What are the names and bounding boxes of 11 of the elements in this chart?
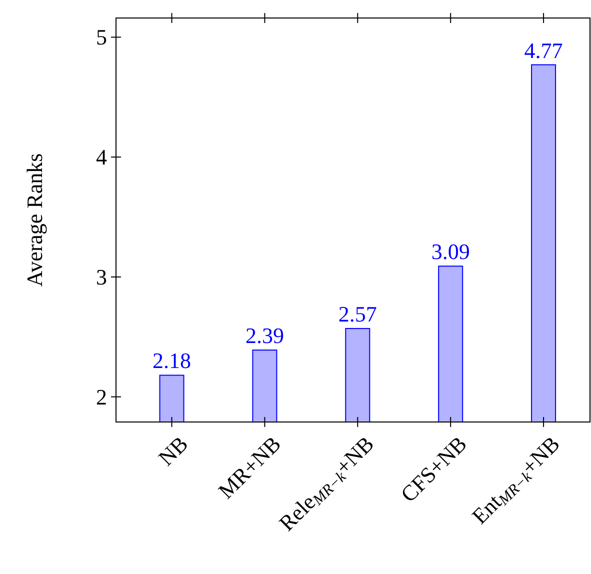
data-label: 2.39 — [245, 323, 284, 348]
y-tick-label: 2 — [96, 384, 107, 410]
x-tick-label: NB — [153, 431, 193, 470]
data-label: 3.09 — [431, 239, 470, 264]
data-label: 2.18 — [152, 348, 192, 374]
y-tick-label: 4 — [96, 144, 107, 170]
data-label: 2.57 — [338, 301, 377, 326]
y-tick-label: 3 — [96, 264, 107, 290]
y-axis-title: Average Ranks — [22, 153, 47, 287]
data-label: 4.77 — [524, 38, 563, 63]
y-tick-label: 5 — [96, 24, 107, 50]
